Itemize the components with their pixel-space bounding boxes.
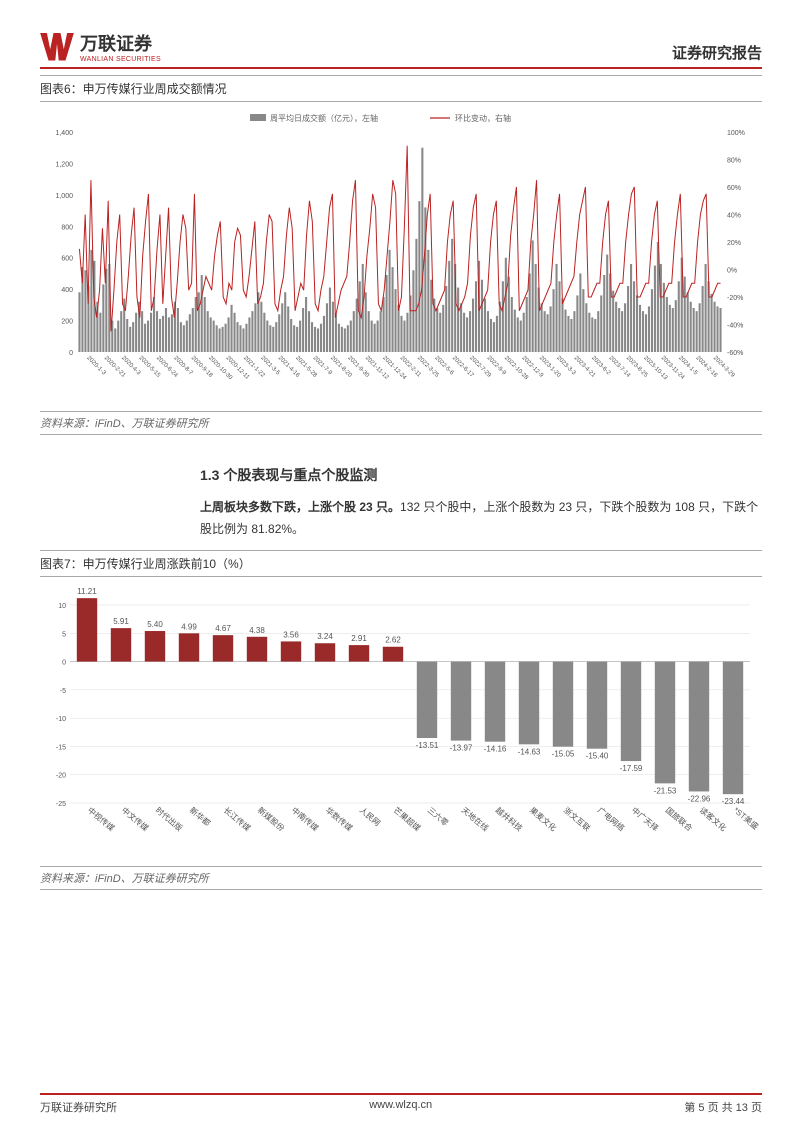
svg-text:4.99: 4.99 (181, 623, 197, 632)
svg-text:-23.44: -23.44 (722, 797, 745, 806)
chart7-title: 图表7：申万传媒行业周涨跌前10（%） (40, 550, 762, 577)
svg-text:11.21: 11.21 (77, 587, 97, 596)
svg-text:80%: 80% (727, 158, 741, 165)
svg-text:-40%: -40% (727, 323, 743, 330)
svg-text:40%: 40% (727, 213, 741, 220)
doc-type: 证券研究报告 (672, 42, 762, 63)
svg-text:国旅联合: 国旅联合 (664, 805, 695, 833)
svg-text:天地在线: 天地在线 (460, 805, 491, 833)
svg-text:-22.96: -22.96 (688, 795, 711, 804)
svg-text:读客文化: 读客文化 (698, 805, 729, 833)
svg-text:中广天择: 中广天择 (630, 805, 661, 833)
svg-text:浙文互联: 浙文互联 (562, 805, 593, 833)
svg-text:4.67: 4.67 (215, 624, 231, 633)
svg-text:5: 5 (62, 631, 66, 638)
svg-text:-15: -15 (56, 745, 66, 752)
svg-text:芒果超媒: 芒果超媒 (392, 805, 423, 833)
svg-text:3.56: 3.56 (283, 631, 299, 640)
svg-text:环比变动，右轴: 环比变动，右轴 (455, 113, 511, 123)
svg-text:三六零: 三六零 (426, 805, 451, 828)
svg-text:中文传媒: 中文传媒 (120, 805, 151, 833)
svg-text:人民网: 人民网 (358, 806, 382, 828)
svg-text:3.24: 3.24 (317, 632, 333, 641)
svg-text:-25: -25 (56, 801, 66, 808)
svg-text:时代出版: 时代出版 (154, 805, 185, 833)
svg-text:-60%: -60% (727, 350, 743, 357)
svg-text:0: 0 (69, 350, 73, 357)
svg-text:-13.51: -13.51 (416, 741, 439, 750)
svg-text:100%: 100% (727, 130, 745, 137)
svg-text:5.91: 5.91 (113, 617, 129, 626)
svg-text:1,000: 1,000 (55, 193, 73, 200)
chart7: -25 -20 -15 -10 -5 0 5 10 11.21 中视传媒 5.91 中文传媒 5.40 时… (40, 585, 762, 860)
chart7-svg: -25 -20 -15 -10 -5 0 5 10 11.21 中视传媒 5.91 中文传媒 5.40 时… (40, 585, 760, 855)
svg-text:-21.53: -21.53 (654, 787, 677, 796)
svg-text:-10: -10 (56, 716, 66, 723)
page-footer: 万联证券研究所 www.wlzq.cn 第 5 页 共 13 页 (40, 1093, 762, 1115)
svg-text:周平均日成交额（亿元），左轴: 周平均日成交额（亿元），左轴 (270, 113, 378, 123)
chart6-source: 资料来源：iFinD、万联证券研究所 (40, 411, 762, 435)
svg-text:-20: -20 (56, 773, 66, 780)
svg-text:0: 0 (62, 660, 66, 667)
svg-text:果麦文化: 果麦文化 (528, 805, 559, 833)
section-paragraph: 上周板块多数下跌，上涨个股 23 只。132 只个股中，上涨个股数为 23 只，… (200, 497, 762, 540)
svg-text:*ST美盛: *ST美盛 (732, 805, 760, 832)
svg-text:-14.16: -14.16 (484, 745, 507, 754)
svg-text:-14.63: -14.63 (518, 748, 541, 757)
svg-text:0%: 0% (727, 268, 737, 275)
svg-text:600: 600 (61, 256, 73, 263)
chart6: 周平均日成交额（亿元），左轴 环比变动，右轴 0 200 400 600 800 1,000 1… (40, 110, 762, 405)
svg-text:新媒股份: 新媒股份 (256, 805, 287, 833)
svg-text:-15.05: -15.05 (552, 750, 575, 759)
svg-text:越井科技: 越井科技 (494, 805, 525, 833)
svg-text:200: 200 (61, 319, 73, 326)
chart7-source: 资料来源：iFinD、万联证券研究所 (40, 866, 762, 890)
section-heading: 1.3 个股表现与重点个股监测 (200, 465, 762, 485)
svg-text:中南传媒: 中南传媒 (290, 805, 321, 833)
svg-text:2.91: 2.91 (351, 634, 367, 643)
footer-right: 第 5 页 共 13 页 (684, 1099, 762, 1115)
svg-text:5.40: 5.40 (147, 620, 163, 629)
svg-text:广电网络: 广电网络 (596, 805, 627, 833)
para-bold: 上周板块多数下跌，上涨个股 23 只。 (200, 500, 400, 514)
svg-text:-17.59: -17.59 (620, 764, 643, 773)
svg-text:-5: -5 (60, 688, 66, 695)
svg-text:-20%: -20% (727, 295, 743, 302)
svg-text:2.62: 2.62 (385, 636, 401, 645)
svg-text:华数传媒: 华数传媒 (324, 805, 355, 833)
footer-center: www.wlzq.cn (369, 1099, 432, 1115)
page-header: 万联证券 WANLIAN SECURITIES 证券研究报告 (40, 30, 762, 69)
company-name-en: WANLIAN SECURITIES (80, 56, 161, 63)
company-name-cn: 万联证券 (80, 30, 161, 56)
svg-text:10: 10 (58, 603, 66, 610)
chart6-title: 图表6：申万传媒行业周成交额情况 (40, 75, 762, 102)
svg-text:1,200: 1,200 (55, 161, 73, 168)
footer-left: 万联证券研究所 (40, 1099, 117, 1115)
svg-text:-15.40: -15.40 (586, 752, 609, 761)
svg-text:800: 800 (61, 224, 73, 231)
svg-text:长江传媒: 长江传媒 (222, 805, 253, 833)
logo-icon (40, 33, 74, 61)
chart6-svg: 周平均日成交额（亿元），左轴 环比变动，右轴 0 200 400 600 800 1,000 1… (40, 110, 760, 400)
svg-text:400: 400 (61, 287, 73, 294)
svg-text:-13.97: -13.97 (450, 744, 473, 753)
svg-text:1,400: 1,400 (55, 130, 73, 137)
svg-text:新华都: 新华都 (188, 805, 213, 828)
svg-text:60%: 60% (727, 185, 741, 192)
svg-text:20%: 20% (727, 240, 741, 247)
logo-block: 万联证券 WANLIAN SECURITIES (40, 30, 161, 63)
svg-text:4.38: 4.38 (249, 626, 265, 635)
svg-text:中视传媒: 中视传媒 (86, 805, 117, 833)
